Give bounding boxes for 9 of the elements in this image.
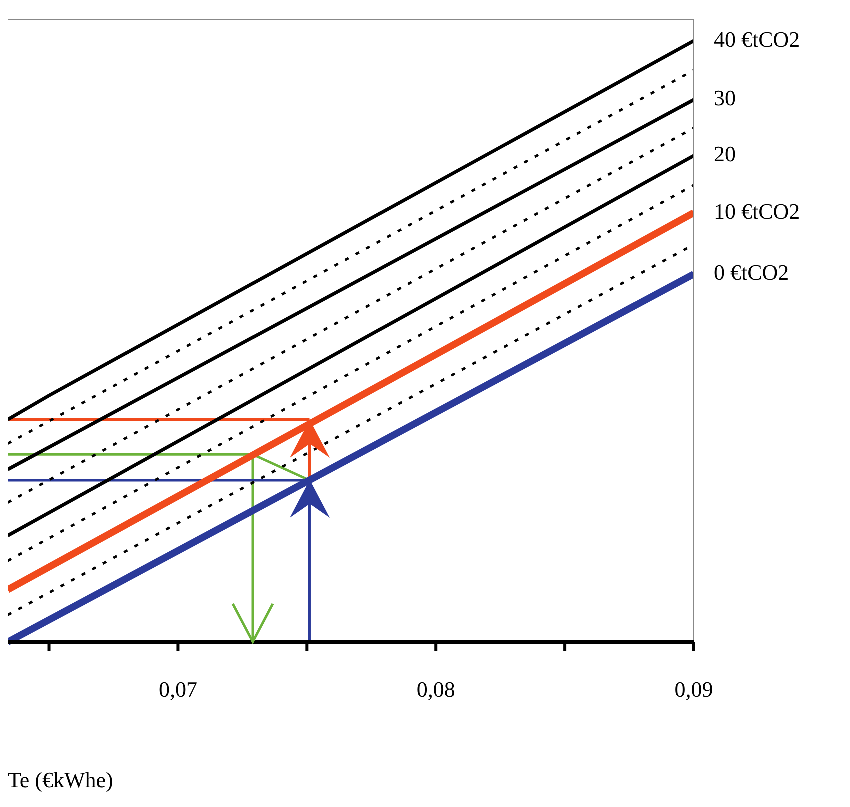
x-tick-label: 0,07 [158, 677, 198, 702]
series-label: 20 [714, 142, 736, 167]
x-axis-title: Te (€kWhe) [8, 768, 114, 793]
x-tick-label: 0,08 [416, 677, 456, 702]
series-label: 40 €tCO2 [714, 26, 800, 52]
x-tick-label: 0,09 [674, 677, 714, 702]
series-label: 0 €tCO2 [714, 260, 790, 286]
series-label: 30 [714, 86, 736, 111]
series-label: 10 €tCO2 [714, 198, 800, 224]
